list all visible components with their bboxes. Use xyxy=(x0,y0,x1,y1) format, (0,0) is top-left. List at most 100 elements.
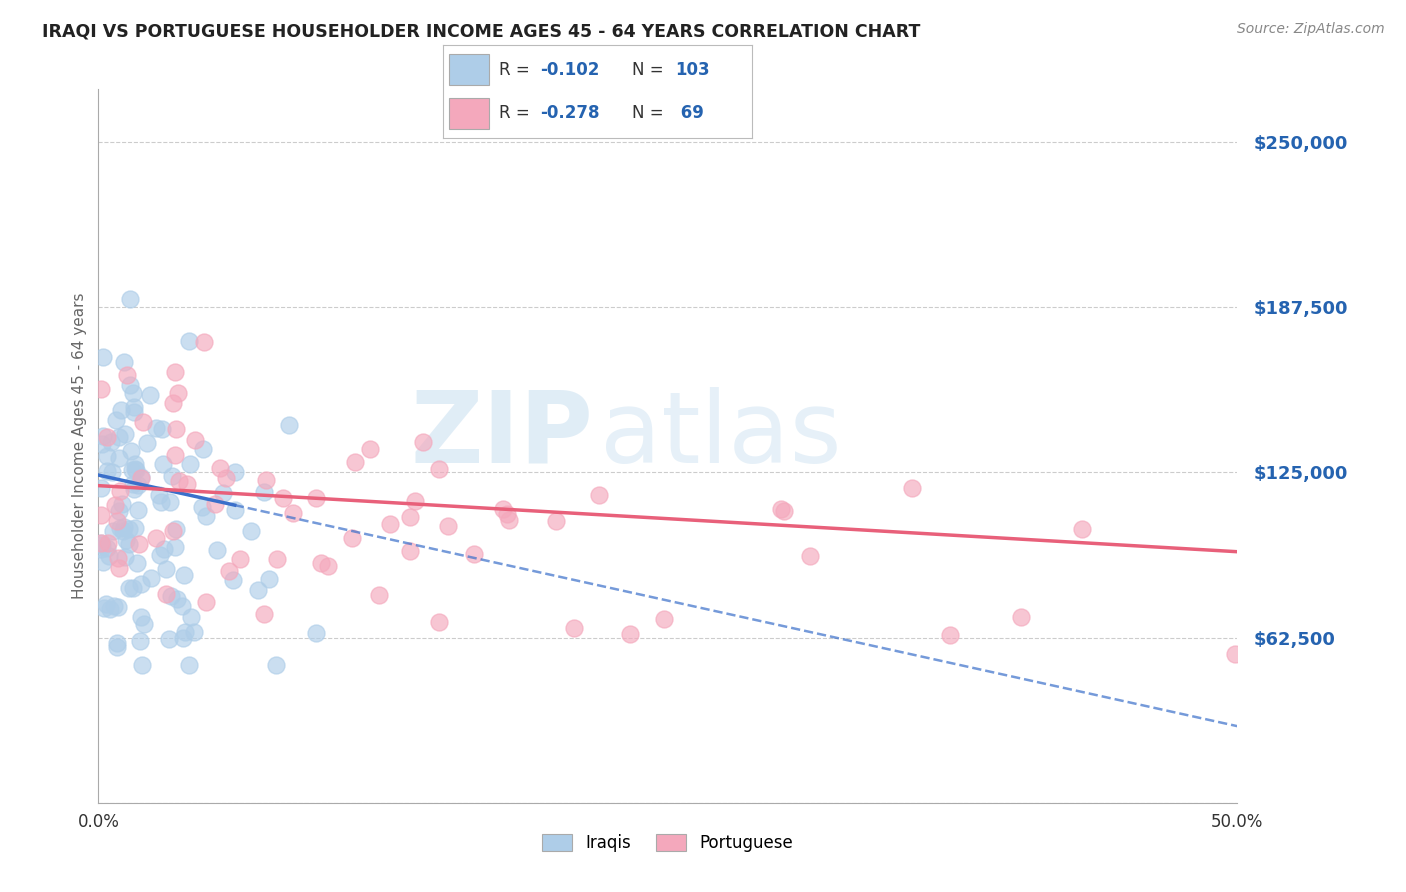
Point xyxy=(93,601,115,615)
Point xyxy=(304,491,326,505)
Point xyxy=(562,621,585,635)
Text: -0.102: -0.102 xyxy=(540,61,600,78)
Point xyxy=(266,552,288,566)
Point xyxy=(165,366,187,380)
Point xyxy=(184,434,207,448)
Point xyxy=(254,473,277,487)
Point xyxy=(91,538,114,552)
Point xyxy=(367,588,389,602)
Point xyxy=(252,607,274,622)
Point xyxy=(412,435,434,450)
Point xyxy=(121,476,143,491)
Point xyxy=(264,658,287,673)
Point xyxy=(132,415,155,429)
Point xyxy=(246,582,269,597)
Point xyxy=(318,558,340,573)
Point xyxy=(96,450,118,464)
Point xyxy=(208,461,231,475)
Point xyxy=(155,587,177,601)
Text: atlas: atlas xyxy=(599,387,841,483)
Point xyxy=(770,501,793,516)
Point xyxy=(131,658,153,673)
Bar xyxy=(449,54,489,85)
Point xyxy=(340,531,363,545)
Point xyxy=(224,503,246,517)
Point xyxy=(281,506,304,520)
Point xyxy=(127,503,149,517)
Point xyxy=(253,485,276,500)
Point xyxy=(118,581,141,595)
Point xyxy=(127,478,149,492)
Point xyxy=(122,483,145,497)
Point xyxy=(132,616,155,631)
Point xyxy=(194,595,217,609)
Point xyxy=(120,443,142,458)
Point xyxy=(91,554,114,568)
Point xyxy=(124,400,146,414)
Point xyxy=(121,386,143,401)
Point xyxy=(129,610,152,624)
Point xyxy=(96,464,118,478)
Point xyxy=(427,615,450,630)
Point xyxy=(124,521,146,535)
Point xyxy=(96,429,118,443)
Point xyxy=(205,543,228,558)
Point xyxy=(344,455,367,469)
Point xyxy=(165,522,187,536)
Point xyxy=(100,434,122,449)
Point xyxy=(129,471,152,485)
Point xyxy=(215,470,238,484)
Point xyxy=(124,457,146,471)
Point xyxy=(107,451,129,466)
Point xyxy=(105,640,128,655)
Point xyxy=(222,573,245,587)
Point xyxy=(112,520,135,534)
Point xyxy=(773,504,796,518)
Point xyxy=(111,497,134,511)
Point xyxy=(157,632,180,647)
Point xyxy=(124,461,146,475)
Point xyxy=(546,514,568,528)
Point xyxy=(173,568,195,582)
Point xyxy=(271,491,294,505)
Point xyxy=(107,600,129,615)
Point xyxy=(122,581,145,595)
Point xyxy=(1070,523,1092,537)
Text: N =: N = xyxy=(631,61,668,78)
Point xyxy=(118,292,141,306)
Point xyxy=(619,626,641,640)
Point xyxy=(183,624,205,639)
Point xyxy=(173,625,195,640)
Legend: Iraqis, Portuguese: Iraqis, Portuguese xyxy=(536,827,800,859)
Point xyxy=(112,524,135,538)
Point xyxy=(177,658,200,673)
Point xyxy=(166,591,188,606)
Point xyxy=(125,463,148,477)
Point xyxy=(105,635,128,649)
Point xyxy=(120,377,142,392)
Point xyxy=(155,562,177,576)
Point xyxy=(91,428,114,442)
Point xyxy=(145,531,167,545)
Point xyxy=(1010,609,1032,624)
Point xyxy=(149,549,172,563)
Point xyxy=(118,522,141,536)
Point xyxy=(159,589,181,603)
Point xyxy=(90,481,112,495)
Point xyxy=(90,536,112,550)
Point xyxy=(139,571,162,585)
Point xyxy=(359,442,381,457)
Point xyxy=(224,465,246,479)
Point xyxy=(101,465,124,479)
Point xyxy=(125,556,148,570)
Point xyxy=(165,540,187,554)
Point xyxy=(105,413,128,427)
Point xyxy=(172,631,194,645)
Point xyxy=(90,508,112,523)
Point xyxy=(148,488,170,502)
Point xyxy=(180,610,202,624)
Point xyxy=(492,501,515,516)
Point xyxy=(278,417,301,432)
Point xyxy=(163,448,186,462)
Point xyxy=(159,494,181,508)
